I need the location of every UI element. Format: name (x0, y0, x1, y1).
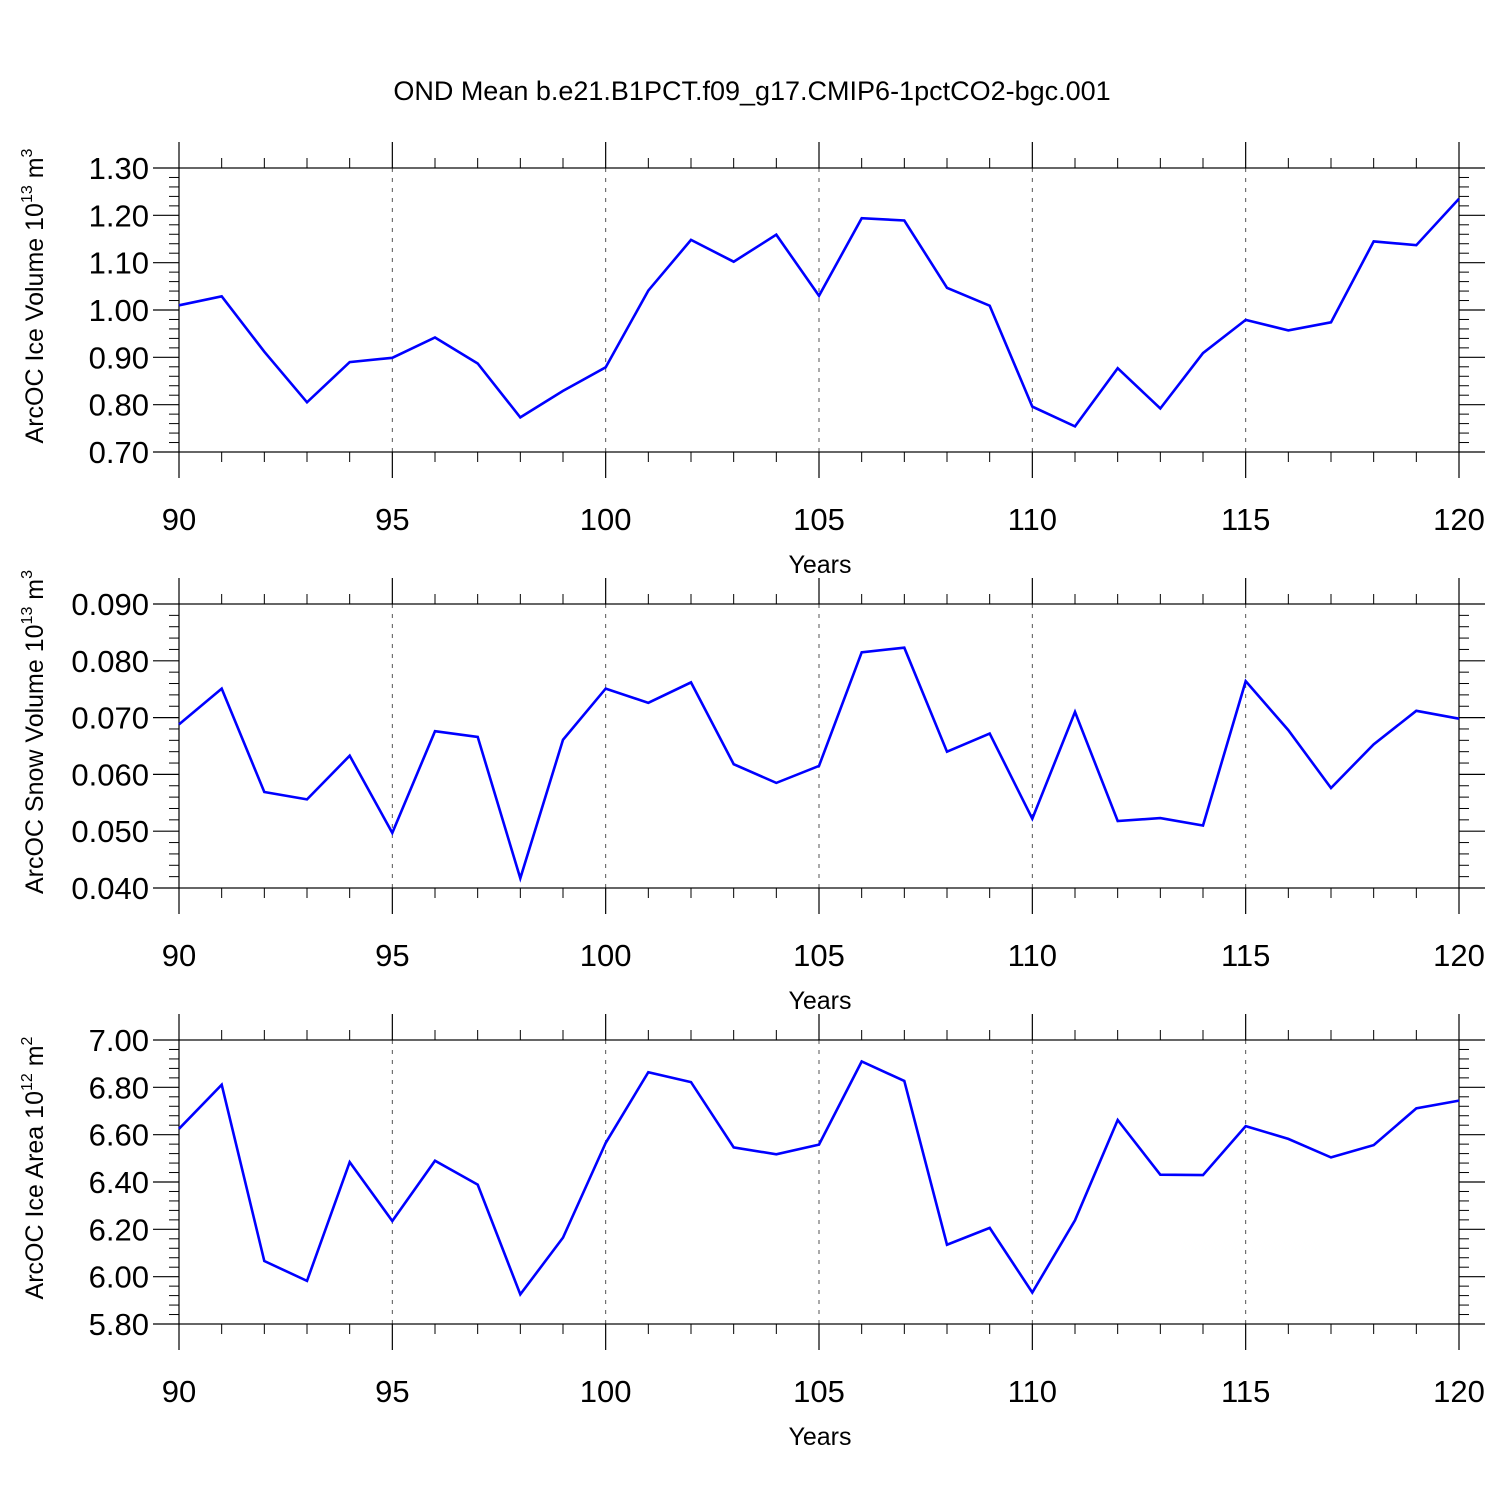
y-tick-label: 0.090 (71, 587, 149, 622)
series-line (178, 646, 1460, 883)
y-axis-label: ArcOC Snow Volume 1013 m3 (19, 570, 49, 894)
x-axis-label: Years (788, 551, 851, 579)
y-tick-label: 6.40 (89, 1165, 149, 1200)
chart-title: OND Mean b.e21.B1PCT.f09_g17.CMIP6-1pctC… (393, 76, 1110, 106)
y-axis-label: ArcOC Ice Area 1012 m2 (19, 1036, 49, 1299)
x-axis-label: Years (788, 987, 851, 1015)
y-tick-label: 0.70 (89, 435, 149, 470)
x-tick-label: 105 (793, 1374, 845, 1409)
x-tick-label: 90 (162, 502, 196, 537)
x-tick-label: 90 (162, 938, 196, 973)
x-tick-label: 105 (793, 502, 845, 537)
y-tick-label: 0.050 (71, 814, 149, 849)
x-tick-label: 115 (1221, 502, 1270, 537)
y-tick-label: 1.00 (89, 293, 149, 328)
panel-3: 90 95 100 105 110 115 120 5.80 6.00 6.20 6.40 6.60 6… (19, 1014, 1485, 1451)
x-tick-label: 100 (580, 1374, 632, 1409)
y-tick-label: 0.060 (71, 757, 149, 792)
x-tick-label: 110 (1008, 502, 1057, 537)
x-tick-label: 100 (580, 502, 632, 537)
series-line (178, 197, 1460, 429)
panel-1: 90 95 100 105 110 115 120 0.70 0.80 0.90 1.00 1.10 1… (19, 142, 1485, 579)
y-tick-label: 1.20 (89, 198, 149, 233)
y-tick-label: 6.00 (89, 1260, 149, 1295)
y-tick-label: 1.30 (89, 151, 149, 186)
y-tick-label: 6.20 (89, 1212, 149, 1247)
x-tick-label: 95 (375, 938, 409, 973)
y-tick-label: 0.80 (89, 388, 149, 423)
y-tick-label: 5.80 (89, 1307, 149, 1342)
x-tick-label: 120 (1433, 1374, 1485, 1409)
x-tick-label: 105 (793, 938, 845, 973)
x-tick-label: 110 (1008, 938, 1057, 973)
x-tick-label: 95 (375, 1374, 409, 1409)
y-tick-label: 0.90 (89, 340, 149, 375)
panel-2: 90 95 100 105 110 115 120 0.040 0.050 0.060 0.070 0… (19, 570, 1485, 1015)
series-line (178, 1059, 1460, 1298)
x-tick-label: 90 (162, 1374, 196, 1409)
x-tick-label: 120 (1433, 938, 1485, 973)
y-tick-label: 0.040 (71, 871, 149, 906)
x-tick-label: 100 (580, 938, 632, 973)
y-tick-label: 7.00 (89, 1023, 149, 1058)
x-tick-label: 110 (1008, 1374, 1057, 1409)
x-axis-label: Years (788, 1423, 851, 1451)
y-tick-label: 6.80 (89, 1070, 149, 1105)
y-tick-label: 6.60 (89, 1118, 149, 1153)
y-tick-label: 0.080 (71, 644, 149, 679)
x-tick-label: 95 (375, 502, 409, 537)
x-tick-label: 120 (1433, 502, 1485, 537)
y-tick-label: 0.070 (71, 701, 149, 736)
y-axis-label: ArcOC Ice Volume 1013 m3 (19, 148, 49, 443)
y-tick-label: 1.10 (89, 246, 149, 281)
x-tick-label: 115 (1221, 938, 1270, 973)
x-tick-label: 115 (1221, 1374, 1270, 1409)
